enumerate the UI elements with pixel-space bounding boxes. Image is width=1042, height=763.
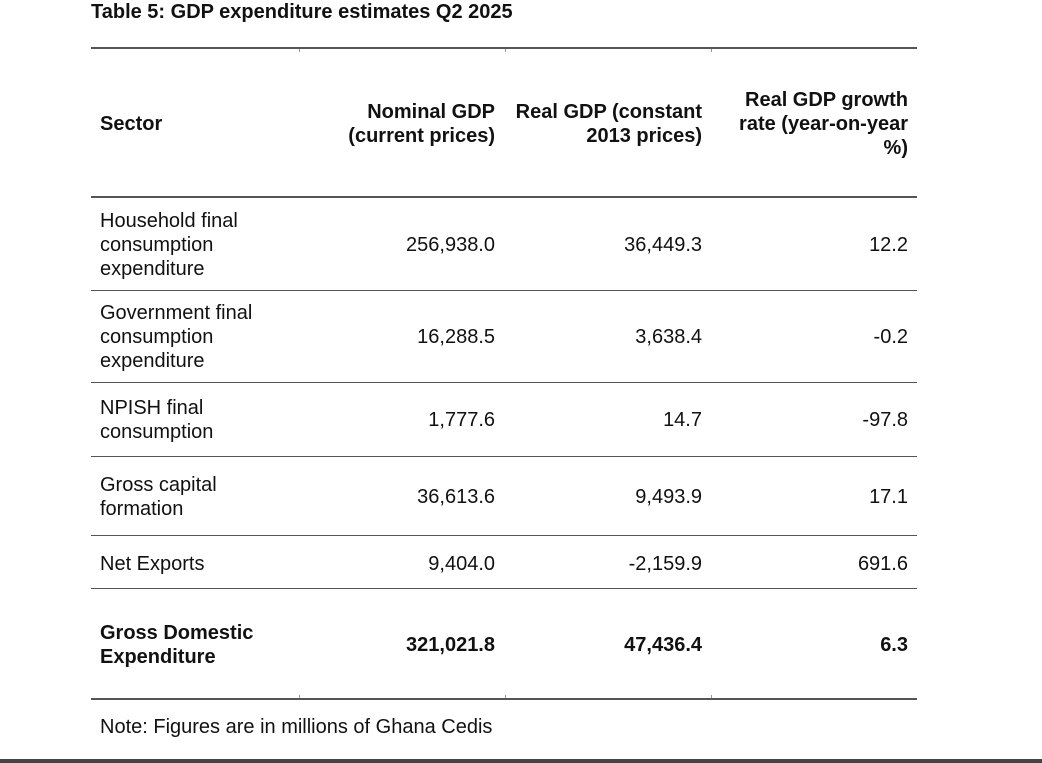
rule-header — [91, 196, 917, 198]
row-real-net-exports: -2,159.9 — [628, 553, 702, 575]
table-title: Table 5: GDP expenditure estimates Q2 20… — [91, 1, 513, 23]
rule-row-1 — [91, 290, 917, 291]
row-sector-government: Government final consumption expenditure — [100, 302, 253, 372]
row-real-capital: 9,493.9 — [635, 486, 702, 508]
rule-bottom — [91, 698, 917, 700]
row-growth-capital: 17.1 — [869, 486, 908, 508]
table-note: Note: Figures are in millions of Ghana C… — [100, 716, 493, 738]
page-bottom-border — [0, 759, 1042, 763]
header-nominal-gdp: Nominal GDP (current prices) — [348, 101, 495, 147]
header-real-gdp: Real GDP (constant 2013 prices) — [515, 101, 702, 147]
row-growth-npish: -97.8 — [862, 409, 908, 431]
row-growth-net-exports: 691.6 — [857, 553, 908, 575]
row-sector-npish: NPISH final consumption — [100, 397, 214, 443]
row-nominal-net-exports: 9,404.0 — [428, 553, 495, 575]
row-sector-capital: Gross capital formation — [100, 474, 217, 520]
column-tick — [505, 695, 506, 698]
total-nominal: 321,021.8 — [406, 634, 495, 656]
row-real-npish: 14.7 — [663, 409, 702, 431]
total-sector: Gross Domestic Expenditure — [100, 622, 254, 668]
rule-top — [91, 47, 917, 49]
column-tick — [299, 49, 300, 52]
header-growth-rate: Real GDP growth rate (year-on-year %) — [739, 89, 908, 159]
row-growth-government: -0.2 — [873, 326, 908, 348]
rule-row-4 — [91, 535, 917, 536]
rule-row-3 — [91, 456, 917, 457]
row-nominal-government: 16,288.5 — [417, 326, 495, 348]
header-sector: Sector — [100, 113, 163, 135]
row-growth-household: 12.2 — [869, 234, 908, 256]
rule-row-2 — [91, 382, 917, 383]
rule-row-5 — [91, 588, 917, 589]
row-nominal-npish: 1,777.6 — [428, 409, 495, 431]
column-tick — [711, 695, 712, 698]
row-sector-net-exports: Net Exports — [100, 553, 205, 575]
row-real-household: 36,449.3 — [624, 234, 702, 256]
column-tick — [299, 695, 300, 698]
row-nominal-household: 256,938.0 — [406, 234, 495, 256]
total-real: 47,436.4 — [624, 634, 702, 656]
column-tick — [505, 49, 506, 52]
row-sector-household: Household final consumption expenditure — [100, 210, 238, 280]
column-tick — [711, 49, 712, 52]
total-growth: 6.3 — [880, 634, 908, 656]
row-real-government: 3,638.4 — [635, 326, 702, 348]
row-nominal-capital: 36,613.6 — [417, 486, 495, 508]
